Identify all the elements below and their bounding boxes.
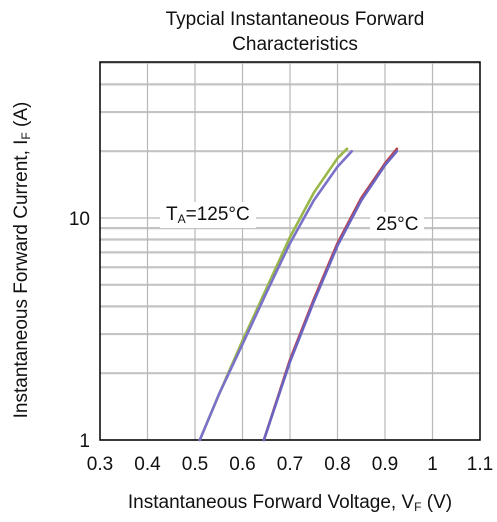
annotation-25c: 25°C: [370, 212, 425, 238]
y-tick-label: 1: [79, 431, 90, 452]
annotation-ta-sub: A: [177, 212, 186, 226]
y-axis-label-sub: F: [19, 132, 33, 140]
x-tick-label: 0.5: [182, 454, 208, 475]
y-axis-label-main: Instantaneous Forward Current, I: [11, 139, 32, 419]
plot-frame: [99, 61, 481, 441]
y-tick-label: 10: [69, 209, 90, 230]
x-tick-label: 0.6: [229, 454, 255, 475]
x-tick-label: 0.3: [87, 454, 113, 475]
x-axis-label-main: Instantaneous Forward Voltage, V: [127, 492, 415, 513]
series-line-1: [198, 147, 349, 442]
series-line-3: [262, 147, 399, 442]
chart-title-line-2: Characteristics: [232, 34, 358, 55]
series-layer: [198, 147, 399, 442]
x-tick-label: 0.4: [134, 454, 161, 475]
x-tick-label: 0.8: [324, 454, 350, 475]
x-axis-label-sub: F: [414, 500, 422, 514]
y-tick-labels: 1 10: [69, 209, 90, 452]
x-axis-label-unit: (V): [421, 492, 453, 513]
y-axis-label: Instantaneous Forward Current, IF (A): [11, 60, 37, 460]
chart-title-line-1: Typcial Instantaneous Forward: [165, 9, 425, 30]
x-tick-label: 1: [427, 454, 438, 475]
series-line-2: [198, 149, 354, 442]
x-tick-label: 1.1: [467, 454, 493, 475]
x-tick-label: 0.9: [372, 454, 398, 475]
annotation-ta-main: T: [166, 204, 178, 225]
y-axis-label-unit: (A): [11, 101, 32, 133]
x-tick-label: 0.7: [277, 454, 303, 475]
x-axis-label: Instantaneous Forward Voltage, VF (V): [100, 492, 480, 514]
series-line-4: [262, 149, 399, 442]
annotation-ta-125c: TA=125°C: [160, 202, 256, 228]
annotation-ta-rest: =125°C: [185, 204, 250, 225]
vertical-gridlines: [146, 62, 434, 440]
x-tick-labels: 0.3 0.4 0.5 0.6 0.7 0.8 0.9 1 1.1: [87, 454, 493, 475]
